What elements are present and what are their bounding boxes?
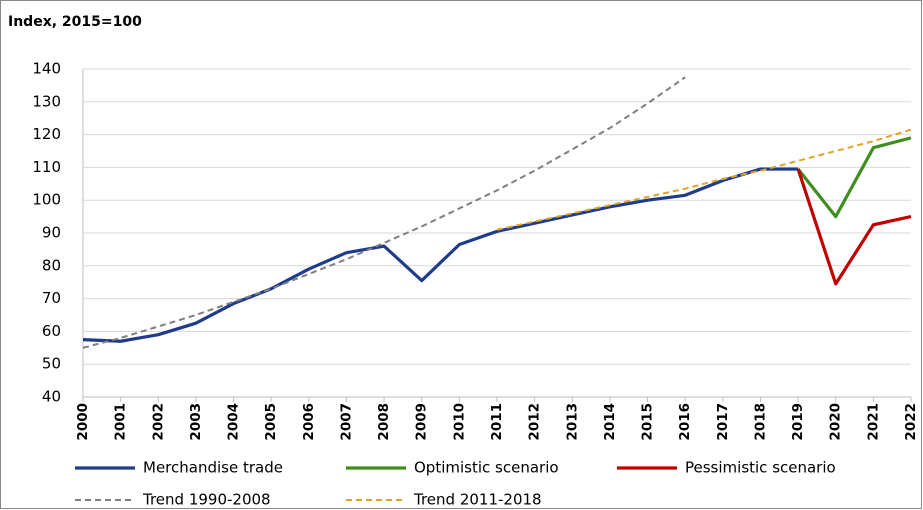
x-tick-label: 2013 bbox=[564, 403, 580, 441]
y-tick-label: 50 bbox=[42, 355, 61, 373]
x-tick-label: 2008 bbox=[376, 403, 392, 441]
series-line bbox=[796, 136, 912, 219]
x-tick-label: 2021 bbox=[865, 403, 881, 441]
x-tick-label: 2001 bbox=[113, 403, 129, 441]
x-tick-label: 2016 bbox=[677, 403, 693, 441]
x-tick-label: 2000 bbox=[75, 403, 91, 441]
x-tick-label: 2011 bbox=[489, 403, 505, 441]
x-tick-label: 2004 bbox=[226, 403, 242, 441]
series-line bbox=[796, 168, 912, 286]
y-tick-label: 90 bbox=[42, 224, 61, 242]
x-tick-label: 2017 bbox=[715, 403, 731, 441]
x-tick-label: 2002 bbox=[150, 403, 166, 441]
y-tick-label: 120 bbox=[32, 125, 61, 143]
x-tick-label: 2012 bbox=[527, 403, 543, 441]
legend-label: Optimistic scenario bbox=[414, 459, 559, 477]
x-tick-label: 2007 bbox=[338, 403, 354, 441]
x-tick-label: 2003 bbox=[188, 403, 204, 441]
y-tick-label: 80 bbox=[42, 256, 61, 274]
x-tick-label: 2018 bbox=[752, 403, 768, 441]
y-tick-label: 60 bbox=[42, 322, 61, 340]
y-tick-label: 100 bbox=[32, 191, 61, 209]
x-tick-label: 2022 bbox=[903, 403, 919, 441]
x-tick-label: 2010 bbox=[451, 403, 467, 441]
x-tick-label: 2015 bbox=[640, 403, 656, 441]
x-tick-label: 2014 bbox=[602, 403, 618, 441]
legend-label: Merchandise trade bbox=[143, 459, 283, 477]
x-tick-label: 2020 bbox=[828, 403, 844, 441]
y-tick-label: 40 bbox=[42, 388, 61, 406]
series-line bbox=[496, 128, 912, 231]
x-tick-label: 2005 bbox=[263, 403, 279, 441]
x-tick-label: 2019 bbox=[790, 403, 806, 441]
legend-label: Trend 1990-2008 bbox=[142, 491, 271, 509]
y-tick-label: 130 bbox=[32, 92, 61, 110]
y-axis-label: Index, 2015=100 bbox=[8, 14, 142, 30]
y-tick-label: 70 bbox=[42, 289, 61, 307]
x-tick-label: 2006 bbox=[301, 403, 317, 441]
y-tick-label: 140 bbox=[32, 60, 61, 78]
series-line bbox=[82, 167, 799, 343]
series-line bbox=[82, 76, 686, 349]
legend-label: Pessimistic scenario bbox=[685, 459, 836, 477]
y-tick-label: 110 bbox=[32, 158, 61, 176]
legend-label: Trend 2011-2018 bbox=[413, 491, 542, 509]
x-tick-label: 2009 bbox=[414, 403, 430, 441]
